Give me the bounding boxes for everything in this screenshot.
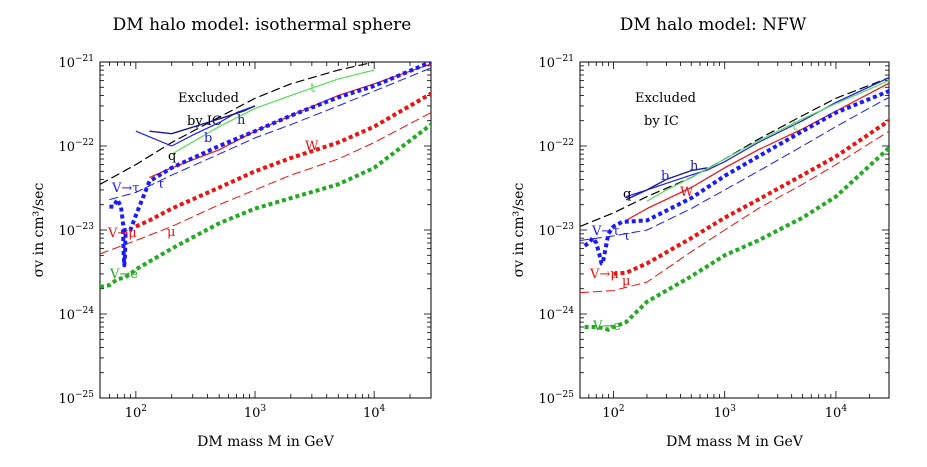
y-tick-label: 10−24 [58, 306, 94, 323]
series-label-q: q [168, 149, 176, 164]
x-tick-label: 103 [244, 404, 267, 421]
series-Ve [584, 146, 889, 332]
series-b [135, 105, 256, 147]
series-label-mu: μ [167, 225, 175, 240]
series-label-tau: τ [157, 177, 164, 192]
series-h [149, 105, 256, 135]
series-label-Ve: V→e [592, 319, 621, 334]
series-Vtau [109, 62, 431, 232]
series-t [171, 69, 375, 155]
series-mu [580, 130, 889, 294]
chart-title: DM halo model: isothermal sphere [113, 15, 412, 35]
series-label-Ve: V→e [109, 267, 138, 282]
series-Ve [100, 123, 431, 289]
series-label-t: t [310, 81, 316, 96]
y-tick-label: 10−25 [58, 390, 94, 407]
series-label-b: b [204, 131, 212, 146]
series-label-Vmu: V→μ [589, 267, 619, 282]
series-label-q: q [623, 187, 631, 202]
series-group [100, 62, 431, 289]
series-label-b: b [661, 169, 669, 184]
x-tick-label: 102 [125, 404, 147, 421]
series-label-Vtau: V→τ [591, 224, 619, 239]
y-tick-label: 10−22 [58, 138, 94, 155]
x-axis-label: DM mass M in GeV [197, 434, 335, 450]
y-tick-label: 10−23 [538, 222, 574, 239]
series-label-t: t [792, 119, 798, 134]
x-tick-label: 104 [363, 404, 386, 421]
series-q [100, 62, 380, 185]
series-h [625, 167, 708, 201]
series-tau [109, 67, 431, 201]
series-label-Vtau: V→τ [111, 181, 139, 196]
series-group [580, 77, 889, 332]
x-tick-label: 104 [825, 404, 848, 421]
series-tau [580, 96, 889, 241]
y-tick-label: 10−23 [58, 222, 94, 239]
excluded-annotation-line-1: Excluded [635, 91, 696, 106]
series-t [646, 80, 889, 202]
y-axis-label: σv in cm³/sec [31, 183, 47, 278]
excluded-annotation-line-2: by IC [644, 114, 679, 129]
y-axis-label: σv in cm³/sec [511, 183, 527, 278]
series-Vtau-dip [121, 229, 128, 268]
series-label-W: W [305, 139, 319, 154]
y-tick-label: 10−24 [538, 306, 574, 323]
chart-title: DM halo model: NFW [620, 15, 807, 35]
x-tick-label: 103 [714, 404, 737, 421]
x-tick-label: 102 [602, 404, 624, 421]
chart-panel-1: DM halo model: isothermal sphere 102 103 10… [31, 15, 432, 450]
series-label-mu: μ [622, 274, 630, 289]
x-axis-label: DM mass M in GeV [666, 434, 804, 450]
series-Vmu [613, 119, 889, 276]
y-tick-label: 10−21 [538, 54, 574, 71]
series-Vtau [583, 89, 889, 266]
series-Vmu [135, 91, 431, 229]
y-tick-label: 10−21 [58, 54, 94, 71]
series-label-W: W [680, 185, 694, 200]
series-label-h: h [237, 113, 246, 128]
plot-frame [99, 61, 432, 399]
y-tick-label: 10−22 [538, 138, 574, 155]
y-tick-label: 10−25 [538, 390, 574, 407]
series-label-Vmu: V→μ [107, 226, 137, 241]
excluded-annotation-line-1: Excluded [178, 91, 239, 106]
series-label-h: h [690, 159, 699, 174]
chart-panel-2: DM halo model: NFW 102 103 104 10−25 10−24 10−… [511, 15, 890, 450]
series-label-tau: τ [623, 229, 630, 244]
